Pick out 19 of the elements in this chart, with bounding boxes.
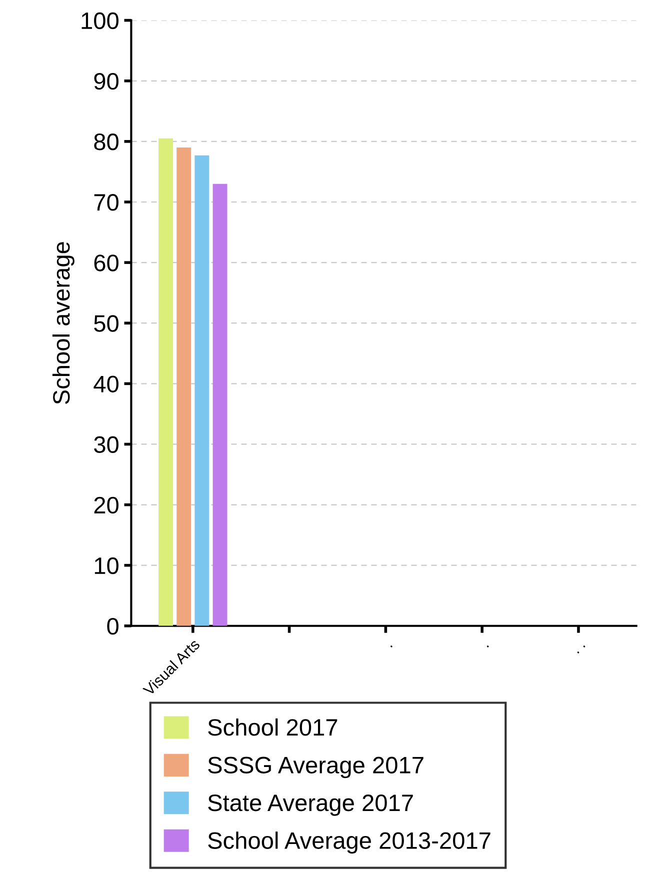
legend-label: State Average 2017	[208, 794, 413, 816]
x-tick-label: . .	[577, 645, 586, 654]
x-tick-label: .	[486, 645, 489, 648]
y-tick-label: 100	[82, 12, 118, 30]
y-tick-label: 30	[94, 436, 118, 453]
y-tick-label: 40	[94, 376, 118, 392]
y-tick-label: 60	[94, 254, 118, 272]
legend-label: SSSG Average 2017	[208, 756, 424, 778]
y-tick-label: 10	[94, 557, 118, 574]
x-tick-label: .	[390, 645, 393, 648]
legend-label: School Average 2013-2017	[208, 832, 490, 854]
y-tick-label: 20	[94, 496, 118, 514]
legend-label: School 2017	[208, 718, 338, 736]
y-tick-label: 90	[94, 72, 118, 90]
y-axis-title: School average	[52, 242, 74, 404]
y-tick-label: 50	[94, 315, 118, 332]
y-tick-label: 80	[94, 134, 118, 150]
y-tick-label: 0	[107, 618, 118, 635]
y-tick-label: 70	[94, 194, 118, 211]
